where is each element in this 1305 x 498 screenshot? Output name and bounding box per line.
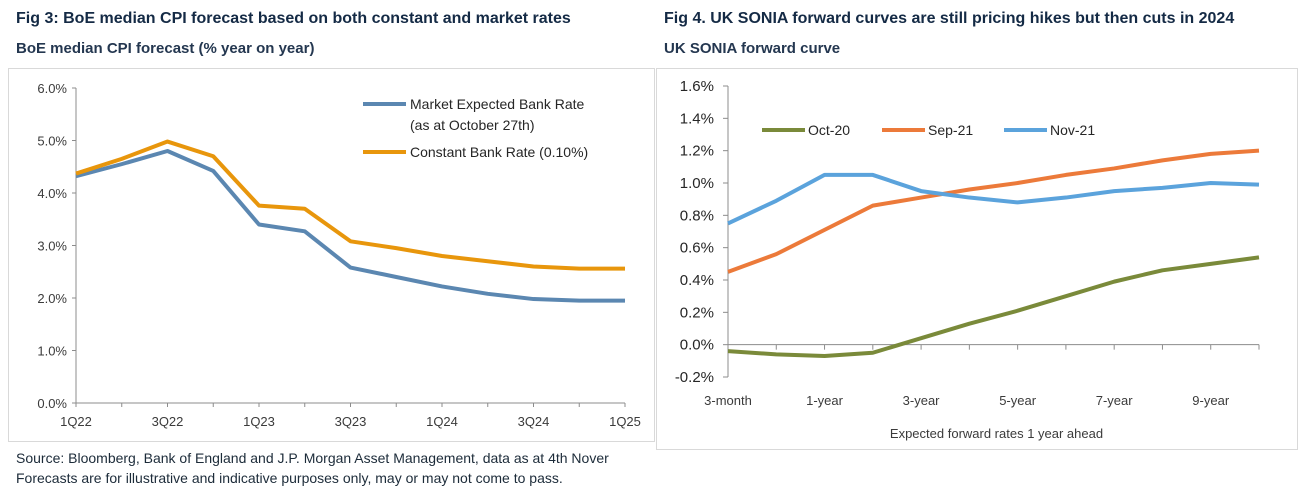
x-tick-label: 7-year — [1096, 393, 1134, 408]
fig4-subtitle: UK SONIA forward curve — [664, 40, 841, 57]
x-tick-label: 1Q24 — [426, 414, 458, 429]
x-tick-label: 1Q23 — [243, 414, 275, 429]
y-tick-label: 1.0% — [680, 175, 714, 192]
series-line-sep-21 — [727, 148, 1260, 274]
y-tick-label: 1.2% — [680, 143, 714, 160]
y-tick-label: 1.6% — [680, 78, 714, 95]
y-tick-label: 1.0% — [37, 344, 67, 359]
x-tick-label: 1-year — [806, 393, 844, 408]
y-tick-label: 0.2% — [680, 304, 714, 321]
x-tick-label: 9-year — [1192, 393, 1230, 408]
x-tick-label: 3-year — [903, 393, 941, 408]
y-tick-label: 0.0% — [680, 337, 714, 354]
x-tick-label: 5-year — [999, 393, 1037, 408]
x-tick-label: 3Q24 — [518, 414, 550, 429]
y-tick-label: -0.2% — [675, 369, 714, 386]
x-tick-label: 3Q22 — [152, 414, 184, 429]
x-axis-title: Expected forward rates 1 year ahead — [890, 426, 1103, 441]
y-tick-label: 4.0% — [37, 186, 67, 201]
legend-label-nov-21: Nov-21 — [1050, 122, 1095, 138]
series-line-nov-21 — [727, 172, 1260, 226]
y-tick-label: 0.0% — [37, 396, 67, 411]
y-tick-label: 6.0% — [37, 81, 67, 96]
x-tick-label: 1Q25 — [609, 414, 641, 429]
y-tick-label: 1.4% — [680, 110, 714, 127]
y-tick-label: 0.4% — [680, 272, 714, 289]
y-tick-label: 0.8% — [680, 207, 714, 224]
source-note: Source: Bloomberg, Bank of England and J… — [16, 450, 609, 466]
y-tick-label: 5.0% — [37, 134, 67, 149]
legend-label-market-rate-note: (as at October 27th) — [410, 117, 535, 133]
y-tick-label: 2.0% — [37, 291, 67, 306]
fig3-title: Fig 3: BoE median CPI forecast based on … — [16, 10, 571, 27]
x-tick-label: 3Q23 — [335, 414, 367, 429]
y-tick-label: 3.0% — [37, 239, 67, 254]
x-tick-label: 3-month — [704, 393, 752, 408]
y-tick-label: 0.6% — [680, 240, 714, 257]
disclaimer-note: Forecasts are for illustrative and indic… — [16, 470, 563, 486]
fig3-frame — [8, 68, 655, 442]
legend-label-market-rate: Market Expected Bank Rate — [410, 96, 585, 112]
legend-label-sep-21: Sep-21 — [928, 122, 973, 138]
fig4-title: Fig 4. UK SONIA forward curves are still… — [664, 10, 1235, 27]
series-line-oct-20 — [727, 255, 1260, 358]
legend-label-oct-20: Oct-20 — [808, 122, 850, 138]
x-tick-label: 1Q22 — [60, 414, 92, 429]
fig3-subtitle: BoE median CPI forecast (% year on year) — [16, 40, 315, 57]
fig4-frame — [656, 68, 1298, 450]
legend-label-constant-rate: Constant Bank Rate (0.10%) — [410, 144, 588, 160]
